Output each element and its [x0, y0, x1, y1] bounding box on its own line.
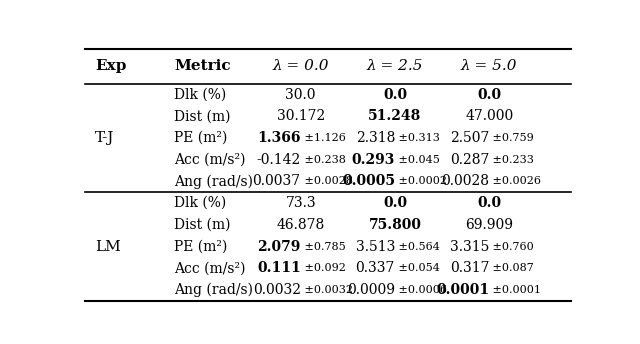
Text: 30.0: 30.0 — [285, 87, 316, 101]
Text: ±0.785: ±0.785 — [301, 241, 346, 251]
Text: 0.337: 0.337 — [356, 261, 395, 275]
Text: 2.318: 2.318 — [356, 131, 395, 145]
Text: λ = 5.0: λ = 5.0 — [461, 60, 518, 73]
Text: ±0.0002: ±0.0002 — [395, 176, 447, 186]
Text: ±0.0006: ±0.0006 — [395, 285, 447, 295]
Text: 46.878: 46.878 — [276, 218, 325, 232]
Text: 69.909: 69.909 — [465, 218, 513, 232]
Text: ±0.0026: ±0.0026 — [489, 176, 541, 186]
Text: 0.0037: 0.0037 — [253, 174, 301, 189]
Text: ±0.045: ±0.045 — [395, 155, 440, 165]
Text: 0.0009: 0.0009 — [347, 283, 395, 297]
Text: 3.315: 3.315 — [450, 239, 489, 254]
Text: ±0.0001: ±0.0001 — [489, 285, 541, 295]
Text: 0.287: 0.287 — [450, 153, 489, 167]
Text: 30.172: 30.172 — [276, 109, 325, 123]
Text: T-J: T-J — [95, 131, 115, 145]
Text: 73.3: 73.3 — [285, 196, 316, 210]
Text: ±0.092: ±0.092 — [301, 263, 346, 273]
Text: 0.0001: 0.0001 — [436, 283, 489, 297]
Text: 0.0028: 0.0028 — [441, 174, 489, 189]
Text: 3.513: 3.513 — [356, 239, 395, 254]
Text: Dlk (%): Dlk (%) — [174, 196, 227, 210]
Text: 0.0: 0.0 — [477, 87, 501, 101]
Text: LM: LM — [95, 239, 120, 254]
Text: 2.079: 2.079 — [257, 239, 301, 254]
Text: Acc (m/s²): Acc (m/s²) — [174, 261, 246, 275]
Text: 0.317: 0.317 — [450, 261, 489, 275]
Text: -0.142: -0.142 — [257, 153, 301, 167]
Text: ±0.313: ±0.313 — [395, 133, 440, 143]
Text: 0.0032: 0.0032 — [253, 283, 301, 297]
Text: 2.507: 2.507 — [450, 131, 489, 145]
Text: ±0.054: ±0.054 — [395, 263, 440, 273]
Text: ±1.126: ±1.126 — [301, 133, 346, 143]
Text: Acc (m/s²): Acc (m/s²) — [174, 153, 246, 167]
Text: Ang (rad/s): Ang (rad/s) — [174, 174, 253, 189]
Text: 0.0: 0.0 — [383, 87, 407, 101]
Text: 0.111: 0.111 — [257, 261, 301, 275]
Text: λ = 0.0: λ = 0.0 — [273, 60, 329, 73]
Text: Ang (rad/s): Ang (rad/s) — [174, 283, 253, 297]
Text: 51.248: 51.248 — [369, 109, 422, 123]
Text: ±0.0032: ±0.0032 — [301, 285, 353, 295]
Text: PE (m²): PE (m²) — [174, 239, 228, 254]
Text: 0.293: 0.293 — [351, 153, 395, 167]
Text: ±0.0028: ±0.0028 — [301, 176, 353, 186]
Text: ±0.087: ±0.087 — [489, 263, 534, 273]
Text: Metric: Metric — [174, 60, 231, 73]
Text: 1.366: 1.366 — [257, 131, 301, 145]
Text: ±0.238: ±0.238 — [301, 155, 346, 165]
Text: ±0.233: ±0.233 — [489, 155, 534, 165]
Text: 0.0: 0.0 — [477, 196, 501, 210]
Text: ±0.564: ±0.564 — [395, 241, 440, 251]
Text: Exp: Exp — [95, 60, 126, 73]
Text: Dist (m): Dist (m) — [174, 218, 231, 232]
Text: 47.000: 47.000 — [465, 109, 513, 123]
Text: Dist (m): Dist (m) — [174, 109, 231, 123]
Text: Dlk (%): Dlk (%) — [174, 87, 227, 101]
Text: 75.800: 75.800 — [369, 218, 422, 232]
Text: 0.0005: 0.0005 — [342, 174, 395, 189]
Text: λ = 2.5: λ = 2.5 — [367, 60, 423, 73]
Text: 0.0: 0.0 — [383, 196, 407, 210]
Text: ±0.760: ±0.760 — [489, 241, 534, 251]
Text: ±0.759: ±0.759 — [489, 133, 534, 143]
Text: PE (m²): PE (m²) — [174, 131, 228, 145]
